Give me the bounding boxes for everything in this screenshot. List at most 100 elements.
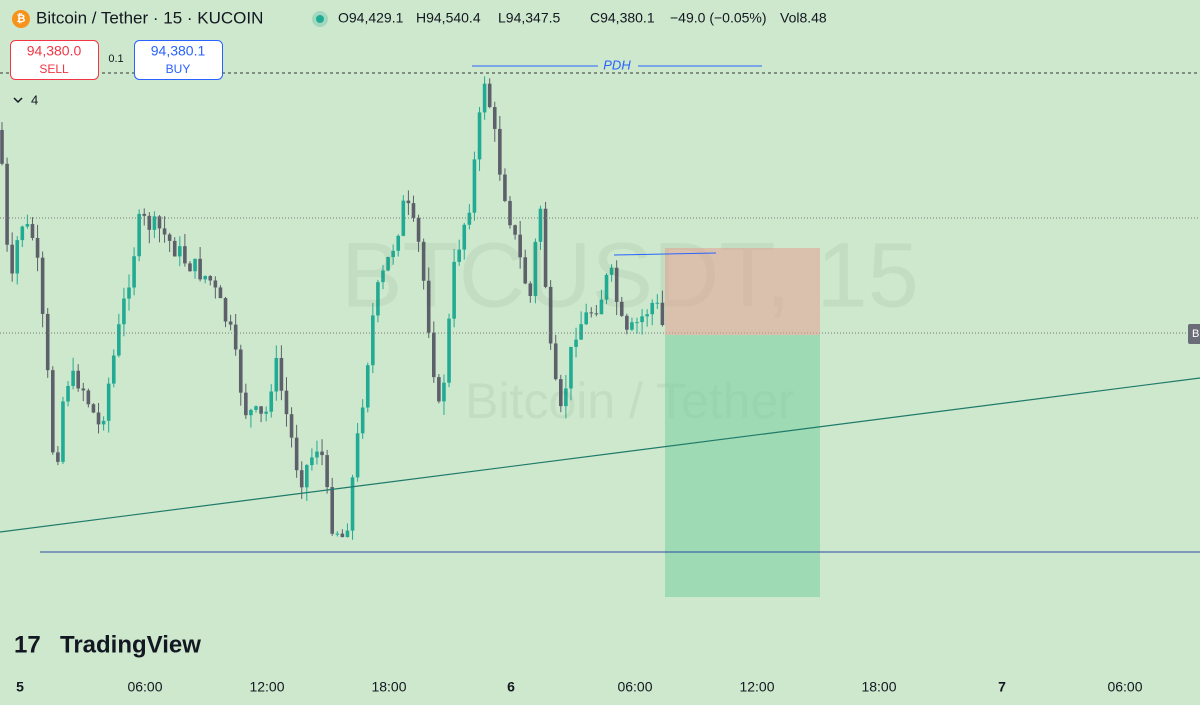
buy-label: BUY <box>166 62 191 76</box>
candle-body <box>437 377 441 402</box>
candle-body <box>599 299 604 315</box>
candle-body <box>86 390 91 405</box>
candle-body <box>15 240 20 274</box>
sell-button[interactable] <box>10 40 99 80</box>
candle-body <box>432 332 436 378</box>
candle-body <box>101 420 106 425</box>
collapse-arrow[interactable] <box>13 97 23 104</box>
buy-button[interactable] <box>134 40 223 80</box>
candle-body <box>264 411 268 414</box>
time-label: 18:00 <box>861 679 896 695</box>
candle-body <box>127 287 131 299</box>
candle-body <box>472 159 477 213</box>
candle-body <box>157 216 162 229</box>
candle-body <box>5 163 9 245</box>
trend-line[interactable] <box>0 377 1200 533</box>
candle-body <box>553 343 558 380</box>
time-label: 06:00 <box>127 679 162 695</box>
candle-body <box>442 382 446 402</box>
candle-body <box>111 355 116 384</box>
candle-body <box>35 237 40 258</box>
indicator-count[interactable]: 4 <box>31 92 38 107</box>
target-zone[interactable] <box>665 335 820 597</box>
candle-body <box>386 257 390 271</box>
candle-body <box>218 287 223 299</box>
time-label: 18:00 <box>371 679 406 695</box>
candle-body <box>40 257 45 314</box>
candle-body <box>45 313 50 371</box>
candle-body <box>462 224 467 250</box>
candle-body <box>518 234 522 258</box>
candle-body <box>172 240 177 257</box>
candle-body <box>106 383 111 421</box>
candle-body <box>503 174 507 201</box>
coin-glyph: ₿ <box>17 13 26 25</box>
candle-body <box>401 200 406 236</box>
ohlc-open: O94,429.1 <box>338 10 404 26</box>
candle-body <box>223 298 228 322</box>
watermark-symbol: BTCUSDT, 15 <box>341 224 919 326</box>
candle-body <box>655 302 660 304</box>
candle-body <box>310 457 314 466</box>
candle-body <box>447 318 451 383</box>
logo[interactable]: TradingView <box>60 631 201 658</box>
candle-body <box>635 322 639 324</box>
buy-price: 94,380.1 <box>151 43 206 59</box>
candle-body <box>619 301 624 316</box>
time-label: 12:00 <box>249 679 284 695</box>
candle-body <box>152 216 157 230</box>
candle-body <box>320 451 324 456</box>
candle-body <box>289 414 294 438</box>
candle-body <box>482 83 487 113</box>
candle-body <box>66 386 70 402</box>
candle-body <box>528 283 533 296</box>
candle-body <box>452 261 456 319</box>
ohlc-high: H94,540.4 <box>416 10 481 26</box>
candle-body <box>325 455 329 488</box>
candle-body <box>228 321 233 325</box>
candle-body <box>467 212 472 225</box>
candle-body <box>609 267 614 275</box>
candle-body <box>91 404 96 413</box>
candle-body <box>147 215 152 230</box>
candle-body <box>198 258 202 280</box>
candle-body <box>0 130 4 164</box>
candle-body <box>477 112 482 160</box>
candles <box>0 76 665 540</box>
status-dot <box>316 15 324 23</box>
candle-body <box>71 370 75 387</box>
candle-body <box>330 487 334 534</box>
candle-body <box>645 314 649 317</box>
candle-body <box>411 203 416 218</box>
candle-body <box>360 407 365 434</box>
time-label: 7 <box>998 679 1006 695</box>
candle-body <box>508 200 512 226</box>
ohlc-change: −49.0 (−0.05%) <box>670 10 767 26</box>
candle-body <box>498 128 502 175</box>
candle-body <box>96 412 101 425</box>
candle-body <box>274 357 279 392</box>
candle-body <box>162 228 167 235</box>
candle-body <box>650 302 655 315</box>
sell-label: SELL <box>39 62 69 76</box>
coin-icon <box>12 10 30 28</box>
high-line[interactable] <box>613 252 717 256</box>
candle-body <box>371 315 375 366</box>
candle-body <box>543 208 548 287</box>
spread: 0.1 <box>108 53 123 65</box>
time-label: 12:00 <box>739 679 774 695</box>
candle-body <box>533 241 538 296</box>
candle-body <box>523 257 528 284</box>
time-label: 6 <box>507 679 515 695</box>
ohlc-close: C94,380.1 <box>590 10 655 26</box>
candle-body <box>426 280 431 333</box>
candle-body <box>137 213 141 257</box>
candle-body <box>25 224 30 227</box>
time-label: 5 <box>16 679 24 695</box>
candle-body <box>132 256 136 288</box>
candle-body <box>305 465 309 488</box>
candle-body <box>249 409 253 416</box>
symbol-title[interactable]: Bitcoin / Tether · 15 · KUCOIN <box>36 8 263 27</box>
stop-zone[interactable] <box>665 248 820 335</box>
candle-body <box>81 388 86 391</box>
